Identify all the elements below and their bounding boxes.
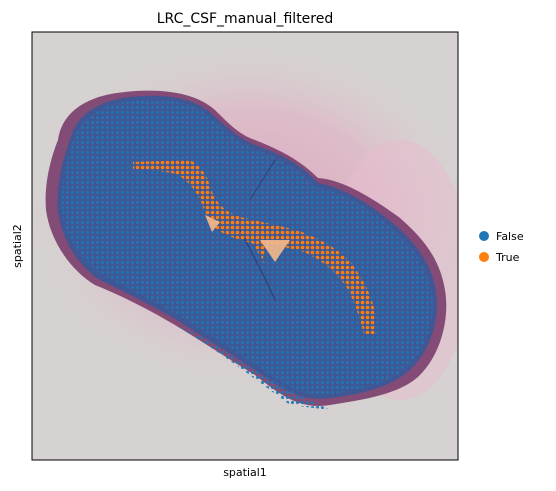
legend-label-true: True — [495, 251, 520, 264]
y-axis-label: spatial2 — [11, 224, 24, 268]
chart-title: LRC_CSF_manual_filtered — [157, 11, 334, 27]
legend-marker-false — [479, 231, 489, 241]
plot-area — [20, 32, 480, 460]
legend-marker-true — [479, 252, 489, 262]
legend: False True — [479, 230, 524, 264]
legend-label-false: False — [496, 230, 524, 243]
x-axis-label: spatial1 — [223, 466, 267, 479]
